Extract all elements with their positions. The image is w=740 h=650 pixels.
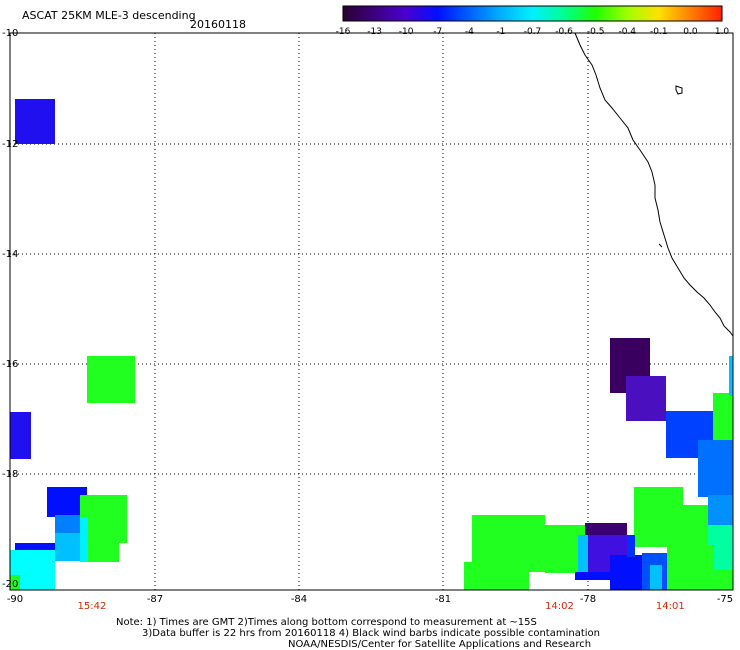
data-cell (10, 412, 31, 459)
x-tick-label: -90 (6, 594, 24, 605)
colorbar-tick-label: -4 (464, 27, 474, 37)
y-tick-label: -10 (2, 28, 19, 39)
data-cell (708, 525, 733, 545)
pass-time-label: 15:42 (77, 601, 107, 612)
x-tick-label: -75 (716, 594, 734, 605)
island (675, 85, 683, 95)
note-line-1: Note: 1) Times are GMT 2)Times along bot… (116, 617, 537, 628)
data-cell (55, 515, 80, 535)
map-date: 20160118 (190, 18, 246, 31)
colorbar-gradient (342, 5, 723, 22)
plot-frame (9, 32, 734, 591)
x-tick-label: -84 (290, 594, 308, 605)
data-cell (713, 545, 733, 570)
x-tick-label: -87 (146, 594, 164, 605)
y-tick-label: -16 (2, 359, 19, 370)
data-cell (575, 572, 610, 580)
data-cell (650, 565, 662, 590)
note-line-3: NOAA/NESDIS/Center for Satellite Applica… (288, 639, 592, 650)
data-cell (10, 575, 20, 590)
colorbar-tick-label: 1.0 (714, 27, 730, 37)
x-tick-label: -78 (579, 594, 597, 605)
data-cell (713, 393, 733, 440)
data-cell (610, 555, 642, 590)
data-cell (80, 517, 88, 562)
colorbar-tick-label: -0.4 (618, 27, 637, 37)
colorbar-tick-label: -1 (496, 27, 506, 37)
y-tick-label: -20 (2, 579, 19, 590)
colorbar-tick-label: -0.1 (650, 27, 668, 37)
data-cell (708, 495, 733, 525)
data-cell (698, 440, 733, 497)
data-cell (627, 535, 635, 557)
colorbar-tick-label: -13 (367, 27, 382, 37)
data-cell (87, 356, 135, 403)
data-cell (729, 356, 733, 396)
coastline (574, 32, 734, 337)
y-tick-label: -14 (2, 249, 19, 260)
y-tick-label: -12 (2, 139, 19, 150)
note-line-2: 3)Data buffer is 22 hrs from 20160118 4)… (142, 628, 600, 639)
pass-time-label: 14:02 (545, 601, 574, 612)
y-tick-label: -18 (2, 469, 19, 480)
colorbar-tick-label: -0.6 (555, 27, 573, 37)
pass-time-label: 14:01 (655, 601, 685, 612)
data-cell (88, 540, 119, 562)
data-cell (15, 99, 55, 144)
data-cell (55, 533, 80, 561)
wind-data-cells (10, 99, 733, 590)
x-tick-label: -81 (434, 594, 452, 605)
data-cell (626, 376, 666, 421)
data-cell (15, 543, 55, 553)
colorbar-tick-label: -0.7 (523, 27, 542, 37)
colorbar-tick-label: 0.0 (683, 27, 698, 37)
colorbar (342, 5, 723, 22)
data-cell (464, 562, 529, 590)
map-title: ASCAT 25KM MLE-3 descending (22, 9, 196, 22)
colorbar-tick-label: -7 (433, 27, 443, 37)
data-cell (634, 487, 683, 547)
data-cell (578, 535, 588, 577)
colorbar-tick-label: -10 (398, 27, 414, 37)
colorbar-tick-label: -16 (335, 27, 351, 37)
colorbar-tick-label: -0.5 (586, 27, 605, 37)
